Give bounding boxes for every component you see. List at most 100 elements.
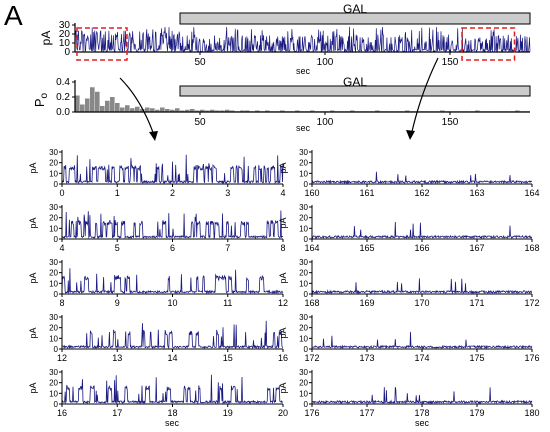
zoom-x-tick-label: 7 bbox=[225, 243, 230, 253]
zoom-y-tick-label: 0 bbox=[54, 400, 59, 409]
po-bar bbox=[110, 97, 115, 112]
zoom-x-label-left: sec bbox=[165, 418, 180, 428]
zoom-trace-line bbox=[311, 278, 533, 295]
zoom-trace-line bbox=[311, 221, 533, 240]
po-bar bbox=[265, 110, 270, 112]
po-bar bbox=[75, 95, 80, 112]
zoom-x-tick-label: 16 bbox=[57, 408, 67, 418]
po-x-tick-label: 100 bbox=[317, 117, 334, 128]
zoom-x-tick-label: 171 bbox=[469, 298, 484, 308]
zoom-y-tick-label: 30 bbox=[299, 368, 308, 377]
zoom-x-tick-label: 163 bbox=[469, 188, 484, 198]
zoom-x-tick-label: 160 bbox=[304, 188, 319, 198]
zoom-y-tick-label: 20 bbox=[49, 214, 58, 223]
zoom-y-tick-label: 20 bbox=[49, 159, 58, 168]
zoom-y-label: pA bbox=[278, 217, 288, 228]
zoom-y-tick-label: 0 bbox=[304, 400, 309, 409]
zoom-y-tick-label: 30 bbox=[49, 203, 58, 212]
zoom-x-tick-label: 11 bbox=[223, 298, 232, 308]
zoom-x-tick-label: 18 bbox=[167, 408, 177, 418]
zoom-y-tick-label: 20 bbox=[299, 379, 308, 388]
po-bar bbox=[195, 110, 200, 112]
po-bar bbox=[115, 103, 120, 112]
zoom-x-tick-label: 8 bbox=[59, 298, 64, 308]
zoom-x-tick-label: 9 bbox=[115, 298, 120, 308]
zoom-trace-line bbox=[61, 320, 284, 350]
zoom-y-tick-label: 0 bbox=[54, 290, 59, 299]
zoom-arrow-right bbox=[410, 57, 439, 137]
zoom-y-tick-label: 30 bbox=[49, 313, 58, 322]
zoom-y-tick-label: 20 bbox=[299, 159, 308, 168]
po-bar bbox=[165, 109, 170, 112]
zoom-y-tick-label: 20 bbox=[49, 324, 58, 333]
po-bar bbox=[90, 87, 95, 112]
top-y-tick-label: 0 bbox=[64, 47, 70, 58]
zoom-x-tick-label: 12 bbox=[278, 298, 288, 308]
zoom-y-label: pA bbox=[28, 217, 38, 228]
po-y-label: Po bbox=[32, 92, 50, 107]
zoom-y-label: pA bbox=[28, 272, 38, 283]
po-bar bbox=[155, 109, 160, 112]
panel-letter: A bbox=[4, 0, 23, 31]
zoom-trace-line bbox=[61, 154, 284, 185]
zoom-x-tick-label: 170 bbox=[414, 298, 429, 308]
zoom-trace-line bbox=[311, 387, 533, 405]
zoom-y-tick-label: 30 bbox=[299, 203, 308, 212]
po-bar bbox=[230, 110, 235, 112]
top-x-label: sec bbox=[296, 66, 311, 76]
zoom-y-tick-label: 30 bbox=[49, 258, 58, 267]
zoom-x-tick-label: 13 bbox=[112, 353, 122, 363]
zoom-x-tick-label: 177 bbox=[359, 408, 374, 418]
po-bar bbox=[440, 110, 445, 112]
zoom-x-tick-label: 165 bbox=[359, 243, 374, 253]
zoom-x-tick-label: 168 bbox=[304, 298, 319, 308]
zoom-y-tick-label: 30 bbox=[299, 313, 308, 322]
po-bar bbox=[240, 110, 245, 112]
zoom-y-tick-label: 20 bbox=[299, 214, 308, 223]
po-bar bbox=[130, 108, 135, 112]
zoom-x-tick-label: 175 bbox=[469, 353, 484, 363]
top-y-tick-label: 10 bbox=[59, 38, 71, 49]
po-bar bbox=[160, 107, 165, 112]
zoom-x-tick-label: 173 bbox=[359, 353, 374, 363]
po-bar bbox=[140, 109, 145, 112]
po-bar bbox=[245, 110, 250, 112]
zoom-x-tick-label: 1 bbox=[115, 188, 120, 198]
zoom-y-tick-label: 20 bbox=[299, 269, 308, 278]
zoom-y-tick-label: 10 bbox=[49, 389, 58, 398]
zoom-trace-line bbox=[61, 210, 284, 240]
zoom-x-tick-label: 178 bbox=[414, 408, 429, 418]
zoom-x-tick-label: 16 bbox=[278, 353, 288, 363]
zoom-arrowhead-left bbox=[149, 131, 158, 141]
zoom-y-tick-label: 10 bbox=[49, 334, 58, 343]
top-x-tick-label: 100 bbox=[317, 57, 334, 68]
zoom-x-tick-label: 14 bbox=[167, 353, 177, 363]
po-bar bbox=[200, 109, 205, 112]
top-y-label: pA bbox=[39, 31, 53, 46]
zoom-x-tick-label: 174 bbox=[414, 353, 429, 363]
po-bar bbox=[215, 110, 220, 112]
zoom-y-tick-label: 0 bbox=[304, 235, 309, 244]
zoom-trace-line bbox=[61, 374, 284, 405]
zoom-x-tick-label: 166 bbox=[414, 243, 429, 253]
zoom-x-tick-label: 162 bbox=[414, 188, 429, 198]
zoom-box-2 bbox=[461, 27, 516, 61]
zoom-y-tick-label: 20 bbox=[299, 324, 308, 333]
zoom-x-tick-label: 3 bbox=[225, 188, 230, 198]
zoom-y-label: pA bbox=[28, 327, 38, 338]
top-x-tick-label: 150 bbox=[442, 57, 459, 68]
zoom-arrow-left bbox=[119, 77, 156, 139]
zoom-y-tick-label: 0 bbox=[54, 345, 59, 354]
zoom-y-tick-label: 0 bbox=[54, 180, 59, 189]
po-bar bbox=[515, 110, 520, 112]
gal-label-top: GAL bbox=[343, 2, 367, 16]
po-bar bbox=[350, 110, 355, 112]
gal-label-po: GAL bbox=[343, 75, 367, 89]
po-bar bbox=[150, 108, 155, 112]
po-bar bbox=[295, 110, 300, 112]
zoom-trace-line bbox=[61, 268, 284, 295]
po-bar bbox=[405, 110, 410, 112]
zoom-x-tick-label: 169 bbox=[359, 298, 374, 308]
top-y-tick-label: 30 bbox=[59, 20, 71, 31]
